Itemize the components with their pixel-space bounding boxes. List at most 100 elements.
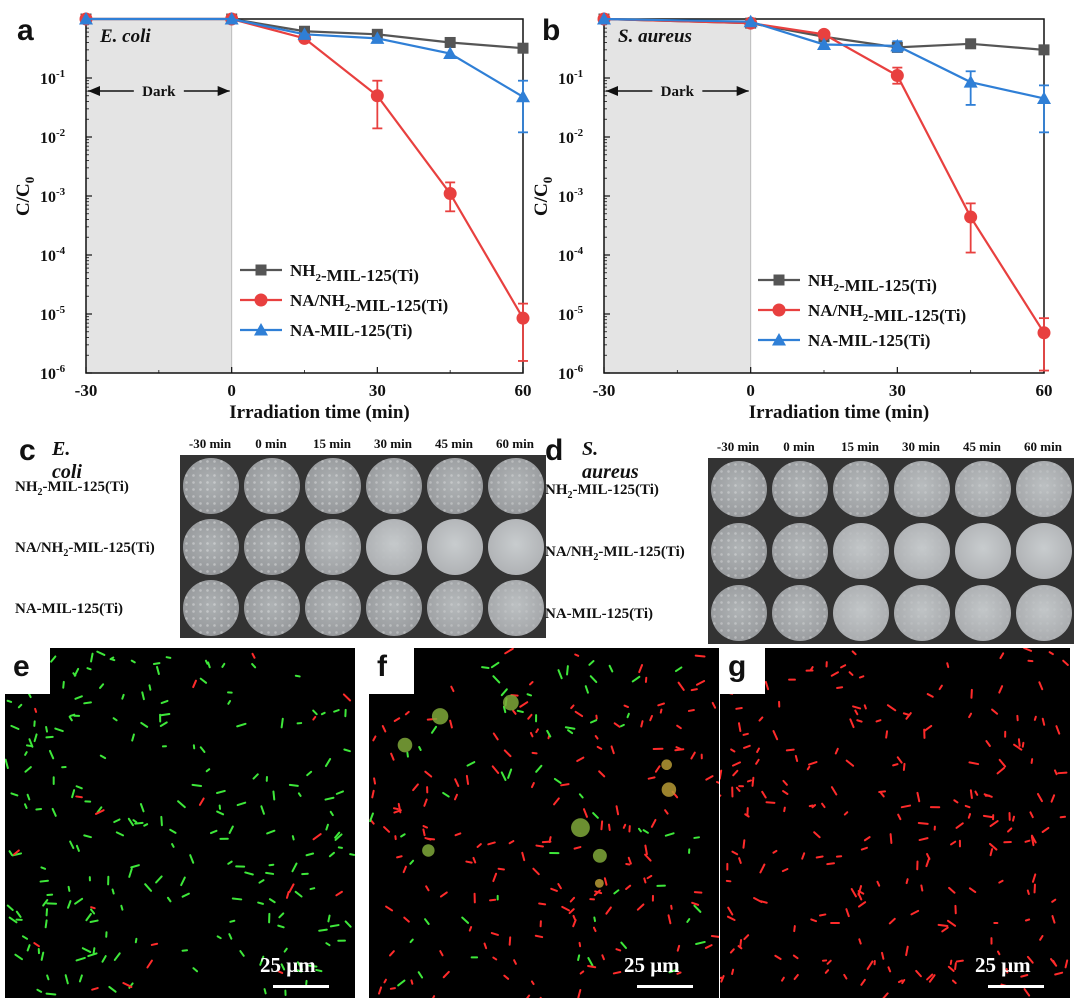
bacterium (793, 925, 796, 933)
legend-marker (254, 293, 268, 307)
bacterium (856, 719, 863, 723)
bacterium (664, 832, 675, 837)
bacterium (192, 967, 199, 973)
data-point (964, 210, 978, 224)
bacterium (86, 667, 92, 671)
bacterium (45, 992, 57, 996)
bacterium (996, 766, 1006, 775)
bacterium (516, 709, 524, 713)
bacterium (535, 764, 543, 773)
bacterium (236, 722, 247, 728)
bacterium (742, 732, 749, 736)
bacterium (530, 782, 535, 789)
bacterium (277, 924, 285, 929)
petri-dish (305, 580, 361, 636)
bacterium (821, 802, 826, 809)
bacterium (17, 703, 23, 709)
petri-dish (427, 519, 483, 575)
bacterium (1024, 918, 1031, 922)
bacterium (181, 892, 190, 898)
scalebar-label: 25 μm (624, 953, 680, 977)
bacterium (735, 707, 743, 710)
bacterium (892, 763, 899, 767)
bacterium (532, 867, 540, 876)
dark-region (86, 19, 232, 373)
bacterium (705, 775, 714, 781)
bacterium (720, 975, 725, 983)
bacterium (278, 912, 285, 919)
dark-label: Dark (661, 84, 695, 100)
series-line (603, 17, 1045, 334)
petri-dish (488, 580, 544, 636)
bacterium (902, 712, 911, 716)
bacterium (14, 953, 24, 961)
petri-dish (183, 458, 239, 514)
bacterium (782, 779, 788, 786)
bacterium (288, 783, 299, 787)
bacterium (526, 693, 533, 697)
bacterium (1057, 771, 1068, 775)
bacterium (490, 932, 499, 936)
bacterium (875, 719, 882, 723)
bacterium (693, 891, 703, 894)
bacterium (51, 807, 57, 817)
sample-row-label: NA/NH2-MIL-125(Ti) (545, 544, 685, 563)
bacterium (765, 801, 776, 804)
bacterium (753, 897, 763, 904)
bacterium (412, 783, 419, 792)
bacterium (481, 666, 490, 669)
bacterium (574, 653, 580, 657)
panel-letter-c: c (19, 434, 36, 467)
petri-dish (711, 461, 767, 517)
bacterium (695, 940, 706, 945)
bacteria-cluster (502, 694, 519, 711)
bacterium (625, 884, 632, 890)
bacterium (610, 745, 615, 755)
bacterium (889, 833, 893, 845)
bacterium (371, 789, 375, 799)
data-point (370, 89, 384, 103)
bacterium (177, 800, 186, 809)
bacterium (882, 992, 889, 998)
bacterium (691, 901, 700, 906)
bacterium (650, 818, 657, 828)
data-point (224, 12, 239, 25)
data-point (817, 37, 831, 50)
bacterium (742, 839, 746, 849)
bacterium (400, 833, 406, 838)
bacterium (901, 978, 906, 985)
bacterium (410, 979, 414, 985)
bacterium (180, 876, 186, 887)
bacterium (236, 801, 247, 807)
bacteria-cluster (592, 848, 607, 863)
bacterium (171, 843, 175, 848)
bacterium (148, 684, 152, 691)
bacterium (772, 730, 779, 741)
bacterium (830, 671, 840, 677)
sample-row-label: NA-MIL-125(Ti) (15, 601, 124, 617)
bacterium (166, 896, 172, 903)
bacterium (657, 702, 665, 707)
bacterium (550, 887, 558, 892)
bacterium (739, 938, 743, 948)
bacterium (44, 919, 48, 929)
bacterium (886, 704, 897, 712)
bacterium (33, 942, 40, 948)
bacterium (94, 809, 105, 815)
plate-panel-title: S. aureus (582, 438, 639, 483)
bacterium (730, 748, 736, 753)
bacterium (910, 909, 920, 916)
bacterium (813, 831, 821, 839)
bacterium (659, 708, 663, 714)
bacterium (453, 793, 458, 801)
petri-dish (244, 458, 300, 514)
bacterium (69, 713, 76, 717)
bacterium (759, 863, 766, 874)
bacterium (1030, 758, 1034, 764)
bacterium (588, 660, 595, 666)
scalebar-line (273, 985, 329, 988)
bacterium (228, 825, 234, 834)
chart-a: 10-6 10-5 10-4 10-3 10-2 10-1 -30 0 30 60 Irradiat… (13, 12, 532, 423)
bacterium (1055, 725, 1061, 735)
data-point (965, 38, 977, 50)
